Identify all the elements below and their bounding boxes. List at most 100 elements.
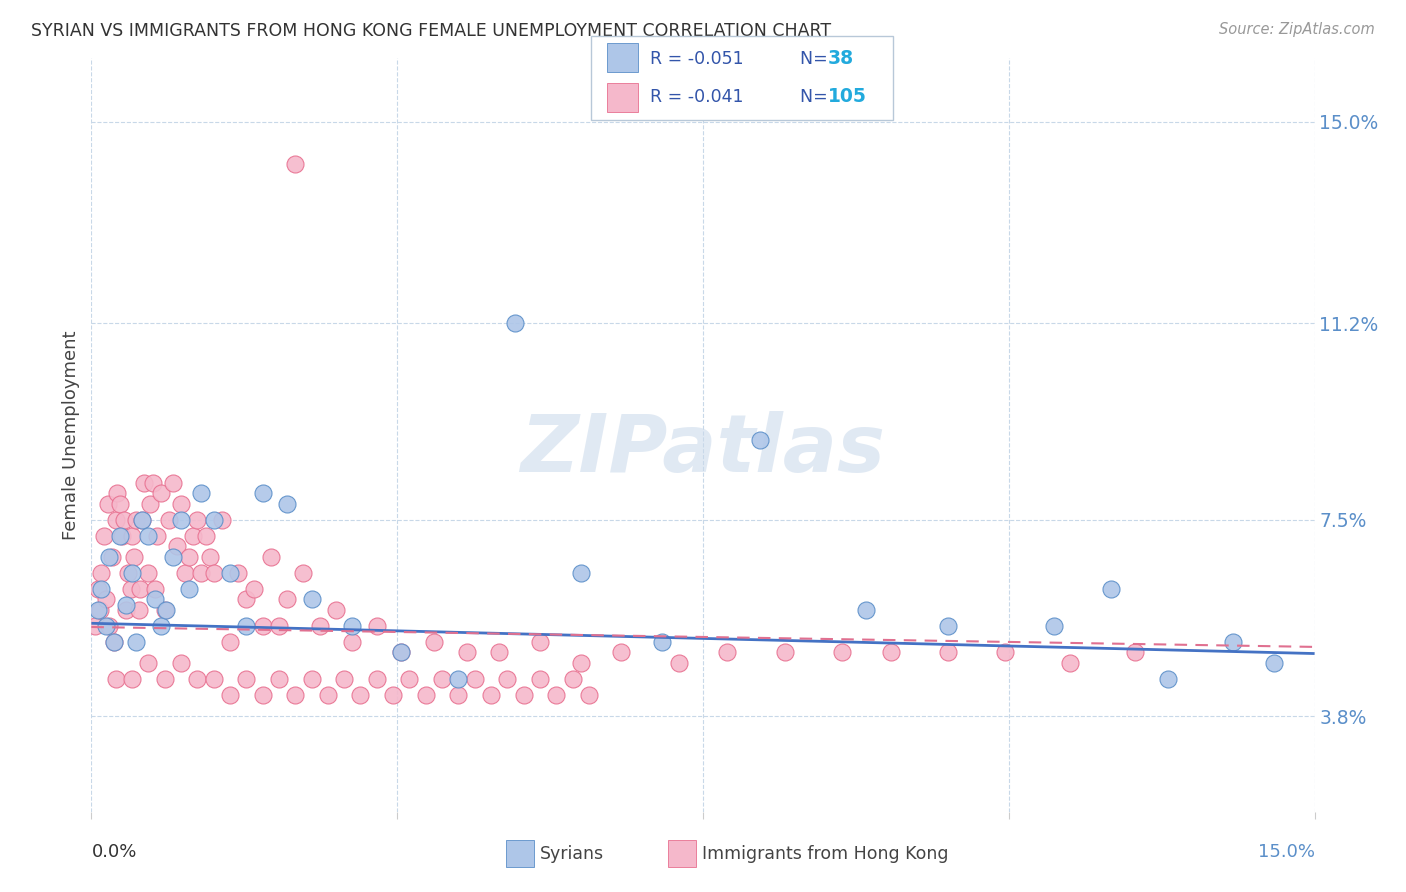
Text: N=: N=	[800, 87, 834, 105]
Point	[153, 603, 176, 617]
Point	[145, 529, 167, 543]
Point	[235, 592, 257, 607]
Point	[366, 619, 388, 633]
Point	[198, 549, 221, 564]
Point	[342, 619, 364, 633]
Point	[120, 582, 142, 596]
Point	[97, 497, 120, 511]
Point	[651, 635, 673, 649]
Point	[349, 688, 371, 702]
Point	[252, 486, 274, 500]
Point	[153, 672, 176, 686]
Point	[382, 688, 405, 702]
Point	[87, 603, 110, 617]
Point	[569, 656, 592, 670]
Point	[773, 645, 796, 659]
Point	[398, 672, 420, 686]
Point	[170, 497, 193, 511]
Point	[389, 645, 412, 659]
Point	[170, 656, 193, 670]
Point	[93, 529, 115, 543]
Point	[202, 672, 225, 686]
Point	[143, 582, 166, 596]
Point	[112, 513, 135, 527]
Point	[129, 582, 152, 596]
Point	[855, 603, 877, 617]
Point	[134, 475, 156, 490]
Point	[121, 529, 143, 543]
Point	[366, 672, 388, 686]
Text: ZIPatlas: ZIPatlas	[520, 411, 886, 489]
Point	[226, 566, 249, 580]
Point	[121, 566, 143, 580]
Point	[162, 549, 184, 564]
Point	[219, 635, 242, 649]
Point	[561, 672, 583, 686]
Point	[1222, 635, 1244, 649]
Point	[308, 619, 330, 633]
Point	[128, 603, 150, 617]
Point	[190, 566, 212, 580]
Point	[166, 539, 188, 553]
Point	[569, 566, 592, 580]
Point	[143, 592, 166, 607]
Point	[276, 592, 298, 607]
Point	[162, 475, 184, 490]
Point	[546, 688, 568, 702]
Point	[104, 672, 127, 686]
Point	[235, 619, 257, 633]
Point	[301, 672, 323, 686]
Point	[103, 635, 125, 649]
Text: 38: 38	[828, 49, 855, 68]
Point	[94, 592, 117, 607]
Point	[464, 672, 486, 686]
Point	[1263, 656, 1285, 670]
Point	[423, 635, 446, 649]
Point	[1123, 645, 1146, 659]
Point	[235, 672, 257, 686]
Point	[174, 566, 197, 580]
Text: 105: 105	[828, 87, 868, 106]
Point	[202, 566, 225, 580]
Point	[89, 603, 111, 617]
Point	[94, 619, 117, 633]
Text: N=: N=	[800, 50, 834, 68]
Point	[138, 656, 160, 670]
Point	[98, 549, 121, 564]
Text: Immigrants from Hong Kong: Immigrants from Hong Kong	[702, 845, 948, 863]
Point	[183, 529, 205, 543]
Text: Syrians: Syrians	[540, 845, 605, 863]
Point	[479, 688, 502, 702]
Point	[316, 688, 339, 702]
Point	[125, 513, 148, 527]
Point	[1157, 672, 1180, 686]
Point	[122, 549, 145, 564]
Point	[90, 566, 112, 580]
Point	[107, 486, 129, 500]
Point	[879, 645, 901, 659]
Text: 15.0%: 15.0%	[1257, 843, 1315, 861]
Point	[578, 688, 600, 702]
Point	[98, 619, 121, 633]
Point	[121, 672, 143, 686]
Point	[87, 582, 110, 596]
Point	[108, 529, 131, 543]
Point	[243, 582, 266, 596]
Text: SYRIAN VS IMMIGRANTS FROM HONG KONG FEMALE UNEMPLOYMENT CORRELATION CHART: SYRIAN VS IMMIGRANTS FROM HONG KONG FEMA…	[31, 22, 831, 40]
Point	[131, 513, 153, 527]
Point	[749, 433, 772, 447]
Point	[936, 619, 959, 633]
Point	[267, 619, 290, 633]
Point	[415, 688, 437, 702]
Point	[179, 582, 201, 596]
Point	[157, 513, 180, 527]
Point	[668, 656, 690, 670]
Point	[301, 592, 323, 607]
Point	[430, 672, 453, 686]
Point	[219, 688, 242, 702]
Point	[138, 529, 160, 543]
Point	[1059, 656, 1081, 670]
Point	[141, 475, 163, 490]
Point	[505, 317, 527, 331]
Point	[179, 549, 201, 564]
